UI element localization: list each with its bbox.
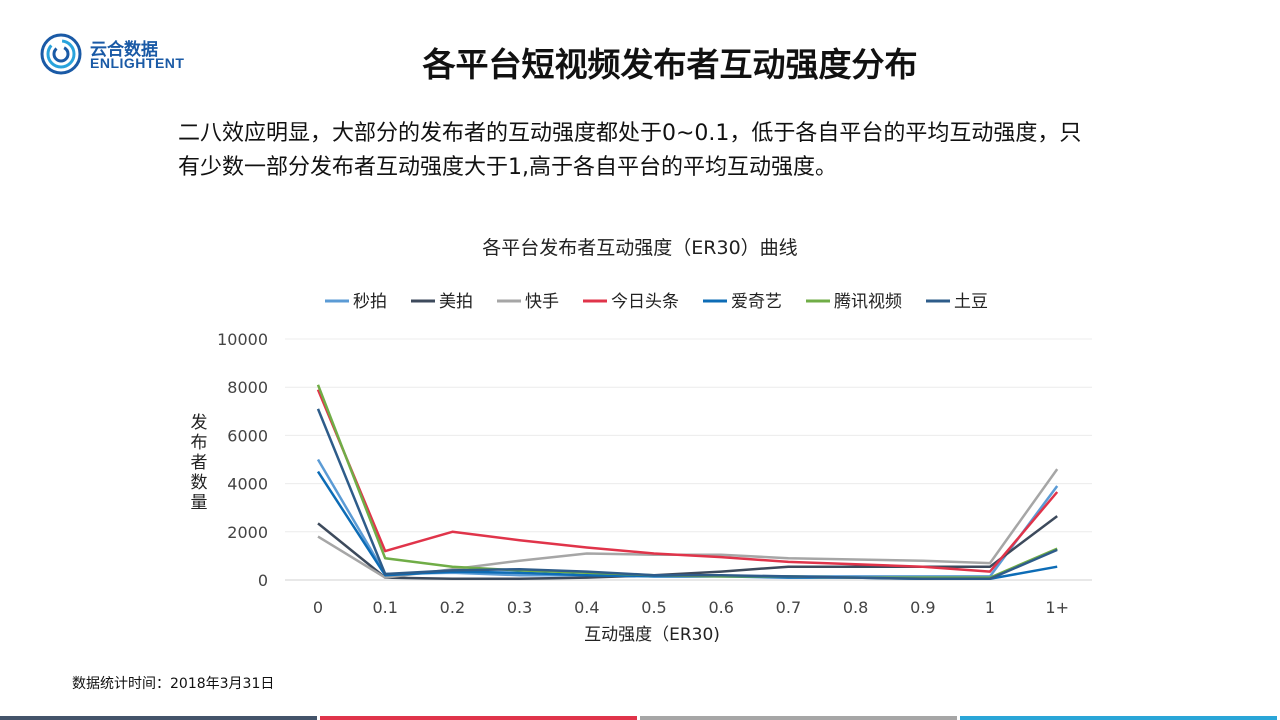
logo-name-cn: 云合数据 <box>90 40 158 60</box>
x-tick-label: 1+ <box>1045 598 1069 617</box>
x-tick-label: 0.4 <box>574 598 599 617</box>
series-line-0 <box>316 458 1059 578</box>
summary-text: 二八效应明显，大部分的发布者的互动强度都处于0~0.1，低于各自平台的平均互动强… <box>178 121 1082 180</box>
legend-label-1: 美拍 <box>439 292 473 312</box>
y-axis-label-char: 布 <box>191 433 208 453</box>
legend-label-3: 今日头条 <box>611 292 679 312</box>
y-tick-label: 0 <box>258 571 268 590</box>
x-tick-label: 0.8 <box>843 598 868 617</box>
y-axis-label-char: 量 <box>191 493 208 513</box>
x-tick-label: 0.5 <box>641 598 666 617</box>
legend-label-4: 爱奇艺 <box>731 292 782 312</box>
y-tick-label: 10000 <box>217 330 268 349</box>
y-tick-label: 2000 <box>227 523 268 542</box>
bottom-bar-segment <box>960 716 1277 720</box>
x-tick-label: 0.1 <box>372 598 397 617</box>
series-line-3 <box>316 389 1059 573</box>
logo-name-en: ENLIGHTENT <box>90 55 185 71</box>
page-title: 各平台短视频发布者互动强度分布 <box>422 45 918 84</box>
series-line-2 <box>317 468 1059 579</box>
x-tick-label: 1 <box>985 598 995 617</box>
legend-label-5: 腾讯视频 <box>834 292 902 312</box>
y-axis-label-char: 者 <box>191 453 208 473</box>
bottom-bar-segment <box>320 716 637 720</box>
bottom-bar-segment <box>0 716 317 720</box>
x-tick-label: 0.7 <box>776 598 801 617</box>
x-tick-label: 0.9 <box>910 598 935 617</box>
x-axis-label: 互动强度（ER30) <box>584 625 720 645</box>
legend-label-6: 土豆 <box>954 292 988 312</box>
y-tick-label: 6000 <box>227 426 268 445</box>
y-axis-label-char: 发 <box>191 413 208 433</box>
y-tick-label: 4000 <box>227 475 268 494</box>
x-tick-label: 0.6 <box>708 598 733 617</box>
logo-ring-icon <box>40 33 82 75</box>
x-tick-label: 0 <box>313 598 323 617</box>
chart-title: 各平台发布者互动强度（ER30）曲线 <box>482 237 797 259</box>
x-tick-label: 0.3 <box>507 598 532 617</box>
series-line-6 <box>316 408 1058 581</box>
y-axis-label-char: 数 <box>191 473 208 493</box>
bottom-bar-segment <box>640 716 957 720</box>
legend-label-0: 秒拍 <box>353 292 387 312</box>
series-line-5 <box>316 384 1058 579</box>
x-tick-label: 0.2 <box>440 598 465 617</box>
legend-label-2: 快手 <box>525 292 559 312</box>
y-tick-label: 8000 <box>227 378 268 397</box>
logo: 云合数据 ENLIGHTENT <box>40 33 210 77</box>
data-date-footnote: 数据统计时间：2018年3月31日 <box>72 676 275 692</box>
